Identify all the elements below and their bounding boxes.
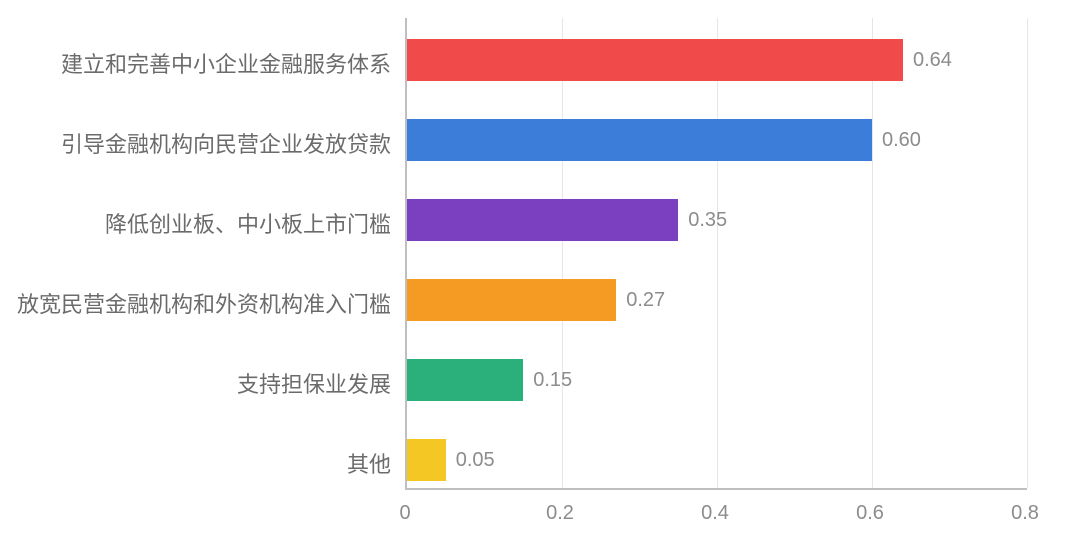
bar-value-label: 0.05 [456,449,495,472]
bar [407,199,678,241]
y-tick-label: 建立和完善中小企业金融服务体系 [61,47,391,79]
y-tick-label: 降低创业板、中小板上市门槛 [105,207,391,239]
bar [407,439,446,481]
gridline [1027,18,1028,488]
gridline [562,18,563,488]
y-tick-label: 支持担保业发展 [237,367,391,399]
bar [407,39,903,81]
y-tick-label: 引导金融机构向民营企业发放贷款 [61,127,391,159]
bar [407,119,872,161]
bar-value-label: 0.64 [913,49,952,72]
y-tick-label: 其他 [347,447,391,479]
bar-value-label: 0.35 [688,209,727,232]
bar [407,279,616,321]
y-tick-label: 放宽民营金融机构和外资机构准入门槛 [17,287,391,319]
gridline [872,18,873,488]
bar-value-label: 0.15 [533,369,572,392]
gridline [717,18,718,488]
x-tick-label: 0.8 [1011,502,1039,525]
x-tick-label: 0 [399,502,410,525]
bar [407,359,523,401]
bar-value-label: 0.60 [882,129,921,152]
x-tick-label: 0.4 [701,502,729,525]
bar-value-label: 0.27 [626,289,665,312]
x-tick-label: 0.6 [856,502,884,525]
x-tick-label: 0.2 [546,502,574,525]
plot-area [405,18,1027,490]
bar-chart: 0 0.2 0.4 0.6 0.8 建立和完善中小企业金融服务体系 0.64 引导金融机构向民… [0,0,1080,555]
